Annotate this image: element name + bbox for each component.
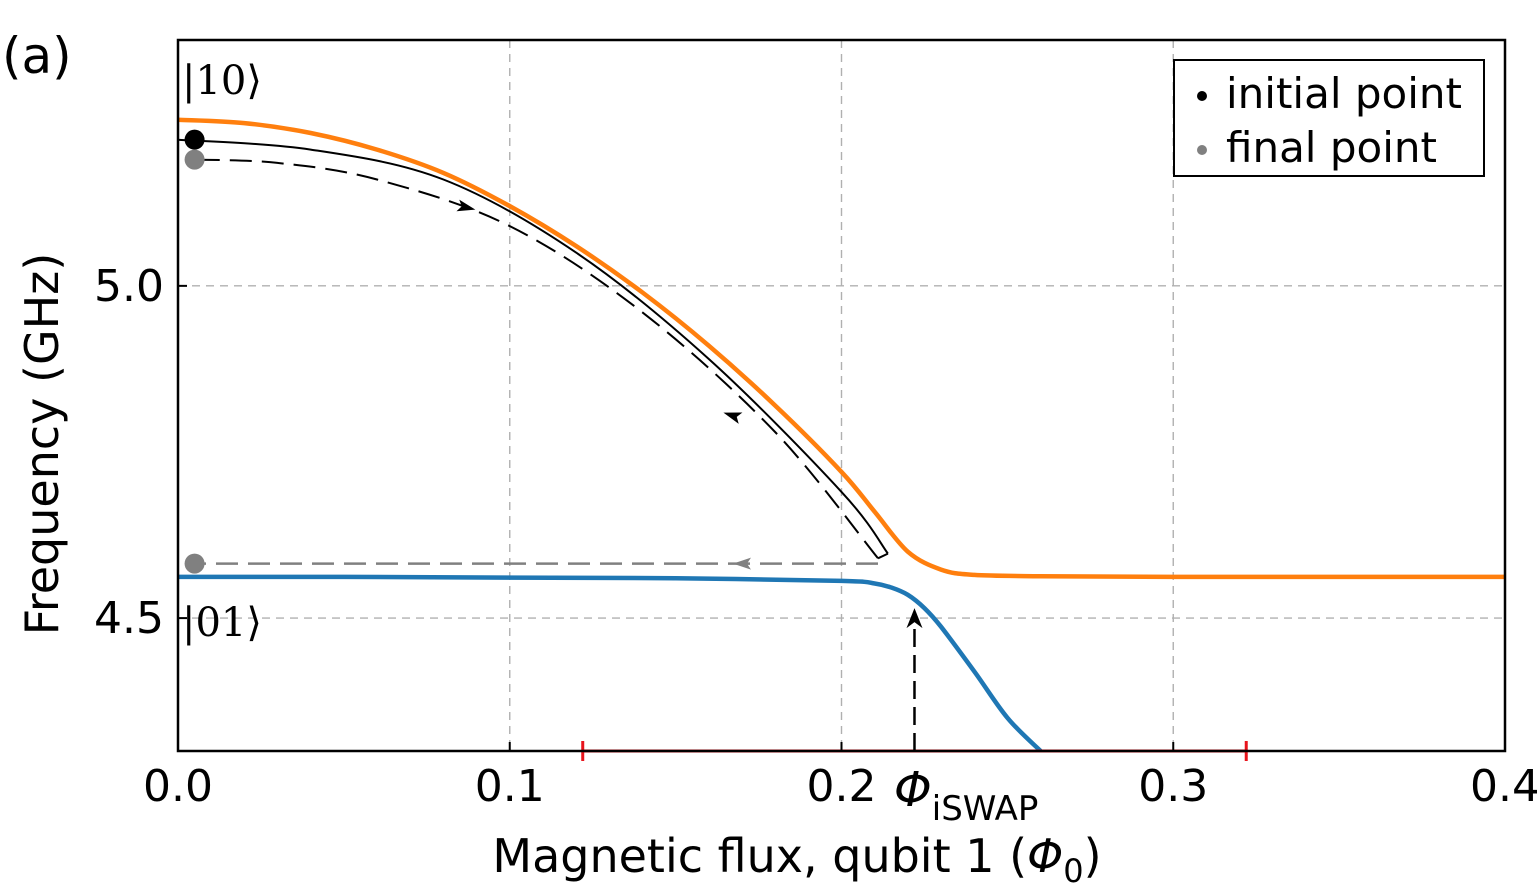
x-axis-title: Magnetic flux, qubit 1 (Φ0) — [492, 829, 1101, 890]
point-final — [184, 149, 205, 170]
x-axis-title-subscript: 0 — [1063, 852, 1083, 890]
curve-upper — [177, 117, 1505, 580]
legend-label-initial: initial point — [1226, 69, 1462, 118]
x-axis-title-symbol: Φ — [1027, 829, 1063, 883]
arrow-return — [723, 412, 743, 424]
phi-iswap-subscript: iSWAP — [932, 789, 1039, 829]
legend-label-final: final point — [1226, 123, 1437, 172]
panel-label: (a) — [2, 27, 72, 85]
x-tick-label: 0.4 — [1470, 761, 1537, 812]
trajectory-turn — [877, 552, 889, 560]
y-axis-title: Frequency (GHz) — [15, 253, 69, 636]
x-tick-label: 0.2 — [807, 761, 877, 812]
x-axis-title-suffix: ) — [1084, 829, 1102, 883]
point-initial — [184, 129, 205, 150]
phi-iswap-arrowhead — [906, 608, 923, 629]
arrow-outbound — [456, 199, 476, 212]
trajectory-outbound — [177, 138, 889, 555]
x-tick-label: 0.0 — [143, 761, 213, 812]
curve-lower — [177, 574, 1043, 753]
point-final-lower — [184, 553, 205, 574]
legend-box — [1173, 59, 1485, 177]
trajectory — [177, 138, 923, 751]
phi-iswap-label: ΦiSWAP — [894, 762, 1038, 829]
phi-iswap-symbol: Φ — [894, 762, 932, 818]
legend: initial point final point — [1173, 59, 1485, 177]
y-tick-label: 4.5 — [94, 593, 164, 644]
x-tick-label: 0.3 — [1138, 761, 1208, 812]
x-axis-title-prefix: Magnetic flux, qubit 1 ( — [492, 829, 1027, 883]
marks — [184, 129, 205, 574]
state-label-upper: |10⟩ — [182, 58, 262, 104]
y-tick-label: 5.0 — [94, 261, 164, 312]
x-tick-label: 0.1 — [475, 761, 545, 812]
legend-marker-initial — [1197, 91, 1207, 101]
state-label-lower: |01⟩ — [182, 600, 262, 646]
arrow-gray-return — [733, 557, 751, 570]
legend-marker-final — [1197, 145, 1207, 155]
trajectory-return — [194, 158, 879, 559]
ticks: 0.0 0.1 0.2 0.3 0.4 4.5 5.0 — [94, 261, 1537, 812]
